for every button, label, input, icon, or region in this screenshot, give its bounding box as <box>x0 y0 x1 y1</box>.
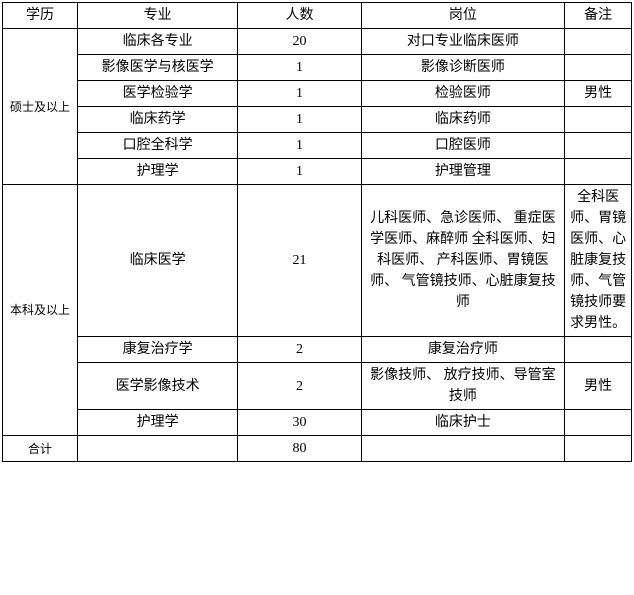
position-cell: 影像诊断医师 <box>361 55 565 81</box>
count-cell: 2 <box>238 363 361 410</box>
total-note <box>565 436 632 462</box>
note-cell <box>565 337 632 363</box>
count-cell: 1 <box>238 107 361 133</box>
header-note: 备注 <box>565 3 632 29</box>
table-row: 本科及以上 临床医学 21 儿科医师、急诊医师、 重症医学医师、麻醉师 全科医师… <box>3 185 632 337</box>
position-cell: 影像技师、 放疗技师、导管室技师 <box>361 363 565 410</box>
major-cell: 医学影像技术 <box>78 363 238 410</box>
header-edu: 学历 <box>3 3 78 29</box>
total-label: 合计 <box>3 436 78 462</box>
note-cell <box>565 107 632 133</box>
table-row: 康复治疗学 2 康复治疗师 <box>3 337 632 363</box>
table-row: 口腔全科学 1 口腔医师 <box>3 133 632 159</box>
count-cell: 1 <box>238 81 361 107</box>
table-row: 医学检验学 1 检验医师 男性 <box>3 81 632 107</box>
note-cell: 全科医师、胃镜医师、心脏康复技师、气管镜技师要求男性。 <box>565 185 632 337</box>
header-major: 专业 <box>78 3 238 29</box>
major-cell: 医学检验学 <box>78 81 238 107</box>
note-cell <box>565 55 632 81</box>
table-row: 硕士及以上 临床各专业 20 对口专业临床医师 <box>3 29 632 55</box>
count-cell: 1 <box>238 133 361 159</box>
position-cell: 临床护士 <box>361 410 565 436</box>
count-cell: 30 <box>238 410 361 436</box>
major-cell: 影像医学与核医学 <box>78 55 238 81</box>
count-cell: 21 <box>238 185 361 337</box>
table-row: 医学影像技术 2 影像技师、 放疗技师、导管室技师 男性 <box>3 363 632 410</box>
count-cell: 20 <box>238 29 361 55</box>
total-major <box>78 436 238 462</box>
position-cell: 对口专业临床医师 <box>361 29 565 55</box>
major-cell: 护理学 <box>78 410 238 436</box>
major-cell: 临床药学 <box>78 107 238 133</box>
count-cell: 1 <box>238 55 361 81</box>
position-cell: 康复治疗师 <box>361 337 565 363</box>
table-row: 护理学 30 临床护士 <box>3 410 632 436</box>
count-cell: 2 <box>238 337 361 363</box>
total-row: 合计 80 <box>3 436 632 462</box>
major-cell: 临床医学 <box>78 185 238 337</box>
table-row: 影像医学与核医学 1 影像诊断医师 <box>3 55 632 81</box>
major-cell: 护理学 <box>78 159 238 185</box>
note-cell <box>565 133 632 159</box>
position-cell: 儿科医师、急诊医师、 重症医学医师、麻醉师 全科医师、妇科医师、 产科医师、胃镜… <box>361 185 565 337</box>
header-position: 岗位 <box>361 3 565 29</box>
position-cell: 检验医师 <box>361 81 565 107</box>
major-cell: 康复治疗学 <box>78 337 238 363</box>
major-cell: 口腔全科学 <box>78 133 238 159</box>
note-cell: 男性 <box>565 81 632 107</box>
edu-cell: 本科及以上 <box>3 185 78 436</box>
position-cell: 护理管理 <box>361 159 565 185</box>
note-cell <box>565 410 632 436</box>
count-cell: 1 <box>238 159 361 185</box>
table-row: 护理学 1 护理管理 <box>3 159 632 185</box>
total-count: 80 <box>238 436 361 462</box>
note-cell <box>565 159 632 185</box>
position-cell: 口腔医师 <box>361 133 565 159</box>
total-position <box>361 436 565 462</box>
header-count: 人数 <box>238 3 361 29</box>
table-row: 临床药学 1 临床药师 <box>3 107 632 133</box>
edu-cell: 硕士及以上 <box>3 29 78 185</box>
recruitment-table: 学历 专业 人数 岗位 备注 硕士及以上 临床各专业 20 对口专业临床医师 影… <box>2 2 632 462</box>
header-row: 学历 专业 人数 岗位 备注 <box>3 3 632 29</box>
note-cell <box>565 29 632 55</box>
major-cell: 临床各专业 <box>78 29 238 55</box>
note-cell: 男性 <box>565 363 632 410</box>
position-cell: 临床药师 <box>361 107 565 133</box>
